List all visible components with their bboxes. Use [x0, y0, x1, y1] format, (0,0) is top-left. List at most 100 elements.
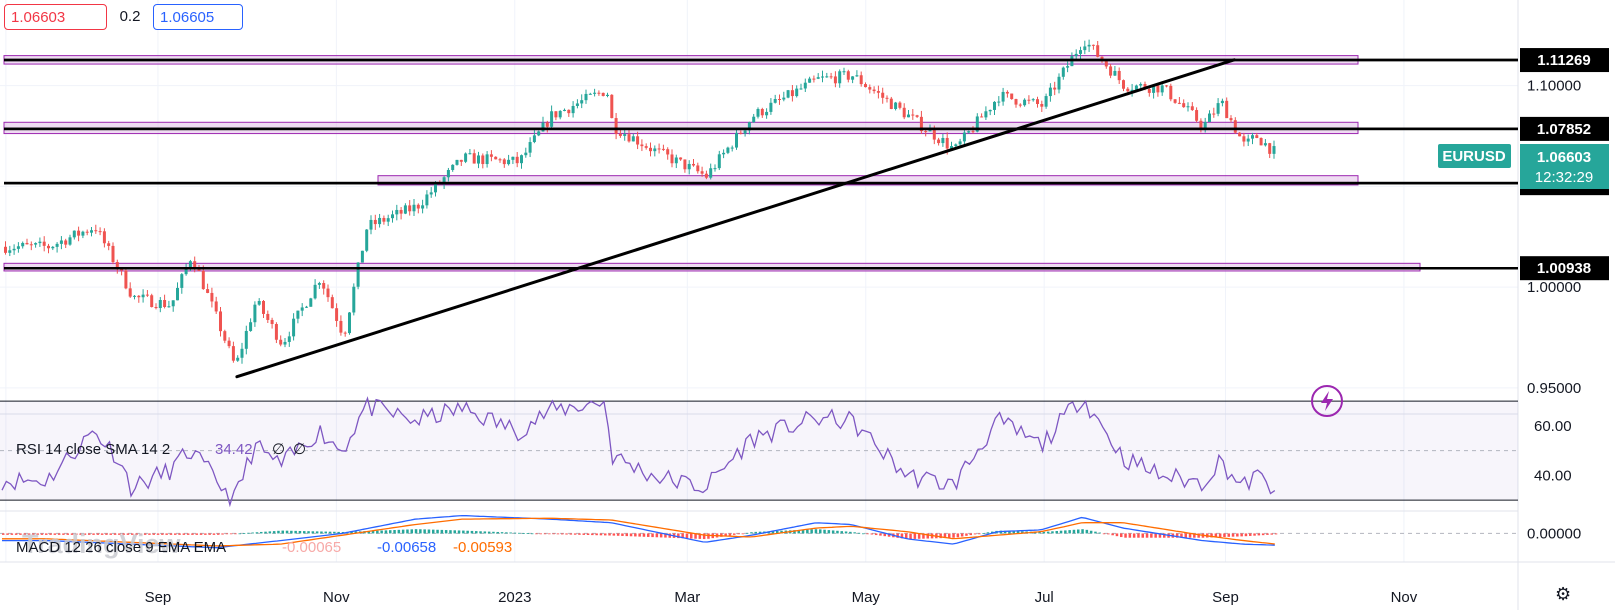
macd-hist-bar: [939, 533, 942, 539]
gear-icon[interactable]: ⚙: [1555, 584, 1572, 604]
candle-179: [773, 94, 777, 104]
macd-hist-bar: [1175, 533, 1179, 538]
candle-172: [743, 130, 747, 137]
candle-body: [4, 246, 7, 253]
candle-218: [941, 133, 945, 147]
macd-hist-bar: [539, 533, 542, 535]
candle-body: [747, 122, 751, 131]
candle-body: [631, 136, 635, 142]
candle-body: [657, 148, 661, 150]
macd-hist-bar: [793, 530, 796, 534]
candle-body: [859, 75, 863, 85]
last-price: 1.06603: [1537, 149, 1591, 166]
rsi-line[interactable]: [1, 396, 1276, 508]
macd-hist-bar: [208, 533, 211, 535]
candle-body: [262, 301, 265, 314]
candle-body: [253, 304, 257, 323]
candle-body: [150, 295, 154, 308]
macd-hist-bar: [978, 533, 981, 535]
macd-hist-bar: [1072, 529, 1076, 534]
candle-237: [1023, 98, 1027, 107]
macd-hist-bar: [277, 530, 280, 534]
candle-67: [292, 313, 296, 341]
macd-hist-bar: [1085, 529, 1089, 534]
macd-hist-bar: [1124, 533, 1127, 538]
candle-body: [1126, 88, 1130, 92]
trendline-line[interactable]: [235, 58, 1236, 379]
candle-body: [249, 322, 253, 331]
macd-signal-line[interactable]: [2, 517, 1275, 547]
candle-body: [171, 300, 175, 307]
macd-hist-bar: [1214, 533, 1218, 538]
lightning-bolt-icon[interactable]: [1311, 385, 1343, 417]
last-price-tag[interactable]: 1.06603 12:32:29: [1520, 144, 1609, 189]
macd-hist-bar: [883, 533, 886, 537]
candle-274: [1182, 99, 1186, 108]
candle-68: [296, 310, 300, 324]
buy-price-button[interactable]: 1.06605: [153, 4, 243, 30]
candle-body: [1255, 135, 1259, 138]
candle-body: [902, 107, 906, 118]
macd-hist-bar: [496, 531, 499, 534]
macd-hist-bar: [272, 531, 276, 534]
candle-body: [975, 116, 979, 132]
macd-hist-bar: [969, 533, 972, 536]
candle-body: [412, 204, 416, 212]
horizontal-levels[interactable]: [4, 58, 1518, 270]
macd-hist-bar: [664, 533, 667, 538]
level-price-tag-bg[interactable]: [1520, 256, 1609, 281]
candle-body: [1005, 91, 1009, 94]
macd-hist-bar: [298, 530, 302, 534]
macd-line[interactable]: [2, 514, 1275, 549]
macd-hist-bar: [419, 529, 422, 534]
candle-84: [365, 229, 369, 253]
level-price-tag-bg[interactable]: [1520, 116, 1609, 141]
rsi-pane[interactable]: [0, 396, 1518, 508]
candle-161: [696, 162, 700, 174]
candle-body: [760, 109, 764, 116]
last-price-bg: [1520, 144, 1609, 189]
macd-value: -0.00658: [377, 539, 436, 556]
symbol-badge[interactable]: EURUSD: [1438, 144, 1511, 168]
macd-hist-bar: [1218, 533, 1222, 538]
candle-142: [614, 113, 618, 140]
candle-body: [1225, 100, 1229, 119]
rsi-title: RSI 14 close SMA 14 2: [16, 441, 170, 458]
candle-66: [287, 331, 291, 347]
candle-body: [206, 289, 210, 293]
candle-body: [163, 300, 167, 307]
candle-body: [481, 155, 485, 165]
macd-hist-bar: [1102, 533, 1106, 535]
macd-hist-bar: [956, 533, 960, 538]
macd-hist-bar: [745, 532, 749, 534]
candle-121: [524, 147, 528, 158]
candle-181: [782, 91, 786, 102]
candle-body: [1160, 85, 1164, 93]
candle-body: [184, 267, 188, 275]
candle-57: [249, 318, 253, 332]
sell-price-button[interactable]: 1.06603: [4, 4, 107, 30]
trendline[interactable]: [235, 58, 1236, 379]
candle-99: [429, 187, 433, 198]
candle-229: [988, 109, 992, 116]
macd-hist-bar: [543, 533, 547, 535]
candle-18: [81, 230, 85, 239]
candle-20: [90, 227, 93, 237]
macd-hist-bar: [483, 531, 487, 534]
macd-hist-bar: [896, 533, 899, 538]
candle-body: [1216, 103, 1220, 114]
macd-hist-bar: [1141, 533, 1144, 538]
candle-body: [842, 71, 846, 73]
candle-200: [864, 82, 867, 88]
candle-body: [455, 159, 459, 165]
candle-body: [833, 76, 837, 84]
level-price-tag-bg[interactable]: [1520, 48, 1609, 73]
macd-hist-bar: [836, 530, 839, 534]
candle-body: [627, 134, 631, 142]
macd-pane[interactable]: [0, 514, 1518, 549]
macd-hist-bar: [36, 533, 39, 535]
candle-body: [898, 102, 902, 108]
macd-hist-bar: [423, 529, 426, 534]
